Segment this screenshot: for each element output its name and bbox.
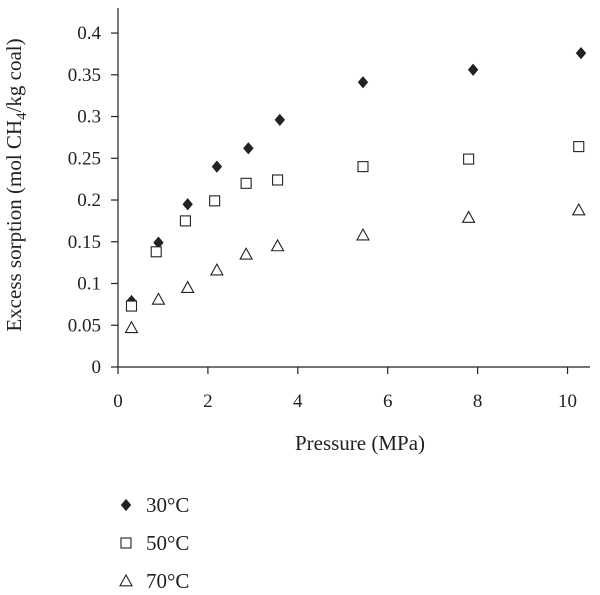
axes (117, 8, 590, 368)
data-point (209, 195, 221, 207)
x-tick-label: 8 (473, 391, 483, 412)
data-point (182, 198, 193, 211)
x-tick-label: 0 (113, 391, 123, 412)
data-point (151, 292, 166, 305)
x-axis-title: Pressure (MPa) (295, 431, 425, 455)
data-point (357, 161, 369, 173)
series-1 (126, 46, 587, 308)
y-axis-ticks: 0 0.05 0.1 0.15 0.2 0.25 0.3 0.35 0.4 (68, 23, 118, 378)
y-tick-label: 0.1 (77, 274, 101, 295)
data-point (467, 63, 479, 76)
data-points (124, 46, 587, 334)
data-point (243, 142, 254, 155)
data-point (180, 280, 195, 294)
x-tick-label: 2 (203, 391, 213, 412)
y-tick-label: 0.15 (68, 232, 101, 253)
legend-label: 30°C (146, 493, 189, 517)
data-point (357, 76, 369, 89)
legend-item: 30°C (120, 493, 189, 517)
y-tick-label: 0.4 (77, 23, 101, 44)
data-point (211, 160, 223, 173)
x-axis-ticks: 0 2 4 6 8 10 (113, 367, 577, 412)
y-axis-title-prefix: Excess sorption (mol CH (2, 120, 26, 332)
y-tick-label: 0.35 (68, 65, 101, 86)
data-point (125, 300, 138, 312)
legend-marker (120, 537, 132, 549)
data-point (179, 215, 191, 227)
legend-marker (119, 573, 133, 587)
data-point (356, 227, 370, 241)
legend: 30°C 50°C 70°C (119, 493, 189, 593)
data-point (209, 263, 224, 276)
y-axis-title-suffix: /kg coal) (2, 38, 26, 112)
data-point (463, 153, 475, 165)
data-point (240, 177, 252, 189)
data-point (461, 210, 476, 223)
y-tick-label: 0 (92, 357, 102, 378)
data-point (274, 113, 286, 126)
y-tick-label: 0.25 (68, 148, 101, 169)
data-point (150, 246, 162, 258)
data-point (575, 46, 587, 60)
legend-label: 50°C (146, 531, 189, 555)
x-tick-label: 6 (383, 391, 393, 412)
data-point (239, 247, 254, 260)
y-tick-label: 0.3 (77, 107, 101, 128)
data-point (571, 202, 586, 216)
y-tick-label: 0.05 (68, 315, 101, 336)
legend-item: 50°C (120, 531, 189, 555)
series-2 (125, 141, 585, 312)
data-point (124, 320, 139, 334)
x-tick-label: 4 (293, 391, 303, 412)
legend-label: 70°C (146, 569, 189, 593)
x-tick-label: 10 (558, 391, 577, 412)
data-point (272, 174, 284, 186)
data-point (573, 141, 585, 153)
y-axis-title-subscript: 4 (14, 112, 30, 120)
series-3 (124, 202, 586, 334)
y-tick-label: 0.2 (77, 190, 101, 211)
data-point (270, 238, 285, 252)
y-axis-title: Excess sorption (mol CH4/kg coal) (2, 38, 30, 331)
legend-marker (120, 498, 132, 512)
legend-item: 70°C (119, 569, 189, 593)
